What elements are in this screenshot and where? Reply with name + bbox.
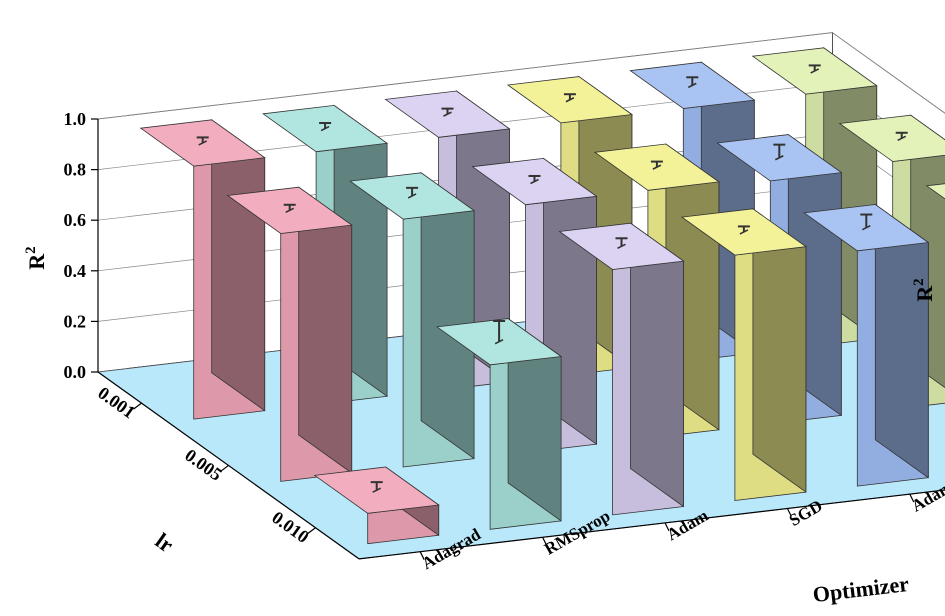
lr-tick <box>220 464 229 472</box>
bar-side-face <box>211 119 266 412</box>
bar-SGD-lr-0.010 <box>680 208 807 501</box>
z-tick-label-left: 0.4 <box>64 261 87 281</box>
error-bar-marker <box>652 164 662 170</box>
optimizer-tick <box>542 537 548 546</box>
z-axis-title-right: R2 <box>911 278 937 301</box>
z-tick-label-left: 1.0 <box>64 109 87 129</box>
bar-RMSprop-lr-0.005 <box>349 172 476 468</box>
z-tick-label-left: 0.8 <box>64 160 87 180</box>
gridline <box>97 32 945 120</box>
bar-Adagrad-lr-0.010 <box>313 466 440 545</box>
bar-NAdam-lr-0.010 <box>925 183 945 200</box>
error-bar-marker <box>494 338 504 345</box>
bar-Adagrad-lr-0.005 <box>226 186 353 482</box>
lr-axis-title: lr <box>151 528 179 558</box>
error-bar-marker <box>285 207 295 214</box>
error-bar-marker <box>739 229 749 235</box>
bar-RMSprop-lr-0.010 <box>436 317 563 530</box>
error-bar-marker <box>320 125 330 132</box>
optimizer-tick <box>786 508 792 517</box>
bar-top-face <box>838 114 945 162</box>
bar-Adagrad-lr-0.001 <box>139 119 266 420</box>
chart-axes <box>91 118 945 560</box>
optimizer-tick <box>664 522 670 532</box>
z-tick-label-left: 0.2 <box>64 311 87 331</box>
error-bar-marker <box>372 487 382 493</box>
optimizer-axis-title: Optimizer <box>811 571 910 607</box>
lr-tick <box>307 527 316 535</box>
optimizer-tick <box>909 493 915 503</box>
bar-Adamax-lr-0.010 <box>803 203 930 487</box>
z-tick-label-left: 0.6 <box>64 210 87 230</box>
error-bar-marker <box>774 155 784 161</box>
optimizer-axis <box>358 489 945 560</box>
error-bar-marker <box>407 193 417 199</box>
bar-top-face <box>925 183 945 200</box>
bar-group <box>139 47 945 545</box>
optimizer-tick <box>419 551 425 560</box>
lr-tick <box>133 402 142 410</box>
z-tick-label-left: 0.0 <box>64 362 87 382</box>
bar-Adam-lr-0.010 <box>558 222 685 516</box>
error-bar-marker <box>443 111 452 117</box>
error-bar-marker <box>617 243 626 250</box>
z-axis-title-left: R2 <box>23 246 49 269</box>
error-bar-marker <box>530 178 539 185</box>
error-bar-marker <box>687 82 697 89</box>
error-bar-marker <box>897 135 907 142</box>
error-bar-marker <box>198 140 208 146</box>
error-bar-marker <box>810 68 820 74</box>
error-bar-marker <box>861 224 871 231</box>
error-bar-marker <box>565 97 575 103</box>
